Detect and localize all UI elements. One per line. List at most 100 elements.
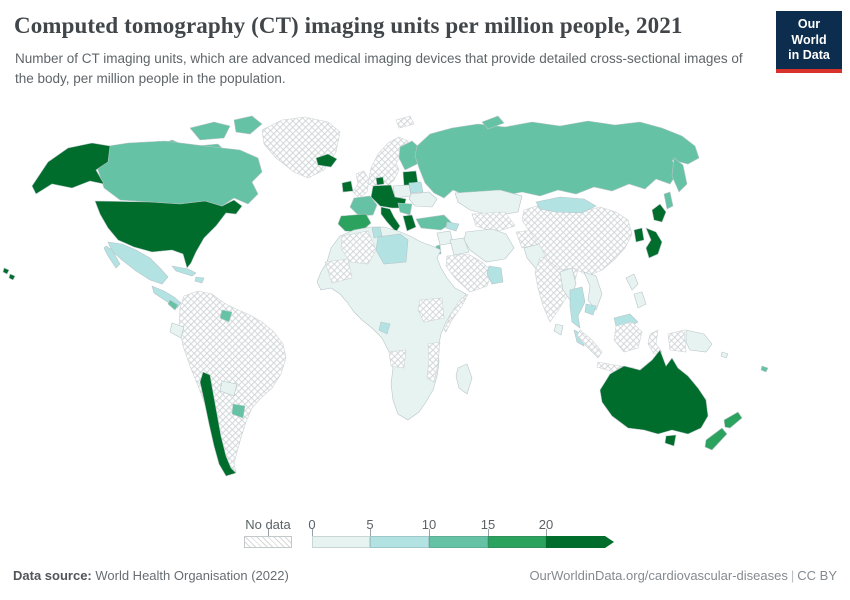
region-central-asia[interactable] [471, 211, 516, 233]
country-poland[interactable] [392, 184, 412, 199]
country-tunisia[interactable] [371, 226, 383, 239]
country-indonesia-sumatra[interactable] [576, 329, 603, 359]
footer-source-value: World Health Organisation (2022) [91, 568, 289, 583]
owid-logo-line1: Our World [791, 17, 827, 47]
country-mongolia[interactable] [535, 196, 597, 214]
region-oman-uae[interactable] [486, 265, 504, 285]
region-south-america-no-data[interactable] [178, 290, 287, 475]
legend-tick [312, 529, 313, 536]
country-russia-kamchatka[interactable] [671, 157, 688, 193]
country-uruguay[interactable] [231, 403, 246, 419]
country-costa-rica[interactable] [167, 299, 179, 311]
country-japan-honshu[interactable] [645, 227, 663, 259]
page-title: Computed tomography (CT) imaging units p… [14, 13, 683, 38]
footer-source-label: Data source: [13, 568, 92, 583]
country-indonesia-sulawesi[interactable] [647, 329, 663, 355]
country-canada[interactable] [189, 121, 231, 141]
legend-no-data-swatch[interactable] [244, 536, 292, 548]
country-fiji[interactable] [760, 365, 769, 373]
country-libya[interactable] [375, 233, 409, 265]
country-philippines[interactable] [625, 273, 639, 291]
legend-tick-label-5: 5 [366, 517, 374, 532]
country-italy[interactable] [380, 206, 401, 233]
legend-segment-20-plus[interactable] [546, 536, 614, 548]
legend-tick-label-15: 15 [480, 517, 496, 532]
country-solomon-islands[interactable] [720, 351, 729, 359]
region-mauritania-mali[interactable] [324, 258, 353, 284]
country-guyana[interactable] [219, 309, 233, 323]
country-south-korea[interactable] [633, 227, 645, 243]
region-balkans[interactable] [397, 202, 413, 216]
country-philippines[interactable] [633, 291, 647, 309]
country-chile[interactable] [199, 371, 237, 477]
legend-segment-15-20[interactable] [488, 536, 546, 548]
legend-tick [546, 529, 547, 536]
country-greece[interactable] [402, 214, 417, 232]
legend-no-data-label: No data [245, 517, 291, 532]
country-indonesia-kalimantan[interactable] [613, 321, 643, 353]
country-australia-tasmania[interactable] [664, 434, 677, 447]
country-mexico[interactable] [107, 241, 169, 285]
country-algeria[interactable] [340, 230, 377, 265]
country-denmark[interactable] [375, 176, 385, 186]
country-belarus[interactable] [408, 181, 424, 194]
country-saudi-arabia[interactable] [445, 253, 493, 293]
country-cambodia[interactable] [584, 303, 597, 316]
footer-credit-url[interactable]: OurWorldinData.org/cardiovascular-diseas… [529, 568, 788, 583]
country-azerbaijan[interactable] [445, 221, 460, 232]
owid-logo[interactable]: Our World in Data [776, 11, 842, 73]
country-papua-new-guinea[interactable] [685, 329, 713, 353]
country-russia-sakhalin[interactable] [663, 191, 674, 210]
footer-separator: | [790, 568, 795, 583]
country-indonesia-west-papua[interactable] [667, 329, 687, 353]
country-united-kingdom[interactable] [352, 170, 370, 199]
country-gabon[interactable] [378, 321, 391, 335]
country-iraq[interactable] [449, 237, 470, 256]
country-ireland[interactable] [341, 180, 354, 193]
region-mozambique-tanzania[interactable] [426, 341, 441, 383]
country-iceland[interactable] [315, 153, 338, 168]
country-mexico[interactable] [103, 245, 121, 269]
legend-segment-5-10[interactable] [370, 536, 429, 548]
country-canada[interactable] [95, 140, 263, 207]
country-hispaniola[interactable] [194, 276, 205, 284]
country-vietnam[interactable] [583, 271, 603, 311]
country-ukraine[interactable] [408, 191, 438, 208]
country-ecuador[interactable] [169, 322, 185, 339]
country-somalia[interactable] [443, 293, 469, 333]
footer-credit: OurWorldinData.org/cardiovascular-diseas… [529, 568, 837, 583]
country-finland[interactable] [398, 140, 422, 171]
country-france[interactable] [349, 195, 378, 217]
region-svalbard[interactable] [395, 115, 415, 129]
country-sri-lanka[interactable] [553, 323, 564, 336]
country-united-states-alaska[interactable] [31, 142, 111, 195]
country-canada[interactable] [233, 115, 263, 135]
country-united-states[interactable] [94, 199, 243, 269]
legend-tick [370, 529, 371, 536]
footer-data-source: Data source: World Health Organisation (… [13, 568, 289, 583]
legend-segment-10-15[interactable] [429, 536, 488, 548]
country-madagascar[interactable] [455, 363, 473, 395]
country-angola[interactable] [388, 349, 407, 369]
country-new-zealand-north[interactable] [723, 411, 743, 429]
country-united-states-hawaii[interactable] [8, 273, 16, 281]
legend-tick-label-20: 20 [538, 517, 554, 532]
country-greenland[interactable] [261, 116, 341, 179]
country-thailand[interactable] [569, 286, 586, 329]
country-australia[interactable] [599, 349, 709, 435]
country-russia-novaya-zemlya[interactable] [481, 115, 505, 130]
country-kazakhstan[interactable] [454, 189, 523, 217]
country-cuba[interactable] [171, 265, 197, 277]
country-japan-hokkaido[interactable] [651, 203, 667, 223]
country-paraguay[interactable] [219, 380, 238, 397]
country-russia[interactable] [414, 120, 700, 199]
footer-license: CC BY [797, 568, 837, 583]
legend-no-data-tick [268, 529, 269, 536]
region-sudan-chad[interactable] [417, 297, 445, 323]
country-iran[interactable] [463, 228, 515, 263]
country-united-states-hawaii[interactable] [2, 267, 10, 275]
country-new-zealand-south[interactable] [704, 427, 728, 451]
legend-segment-0-5[interactable] [312, 536, 370, 548]
